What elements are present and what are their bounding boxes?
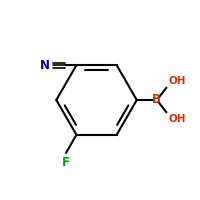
Text: N: N <box>40 59 50 72</box>
Text: B: B <box>152 93 161 106</box>
Text: OH: OH <box>168 76 186 86</box>
Text: F: F <box>62 156 70 169</box>
Text: OH: OH <box>168 114 186 124</box>
